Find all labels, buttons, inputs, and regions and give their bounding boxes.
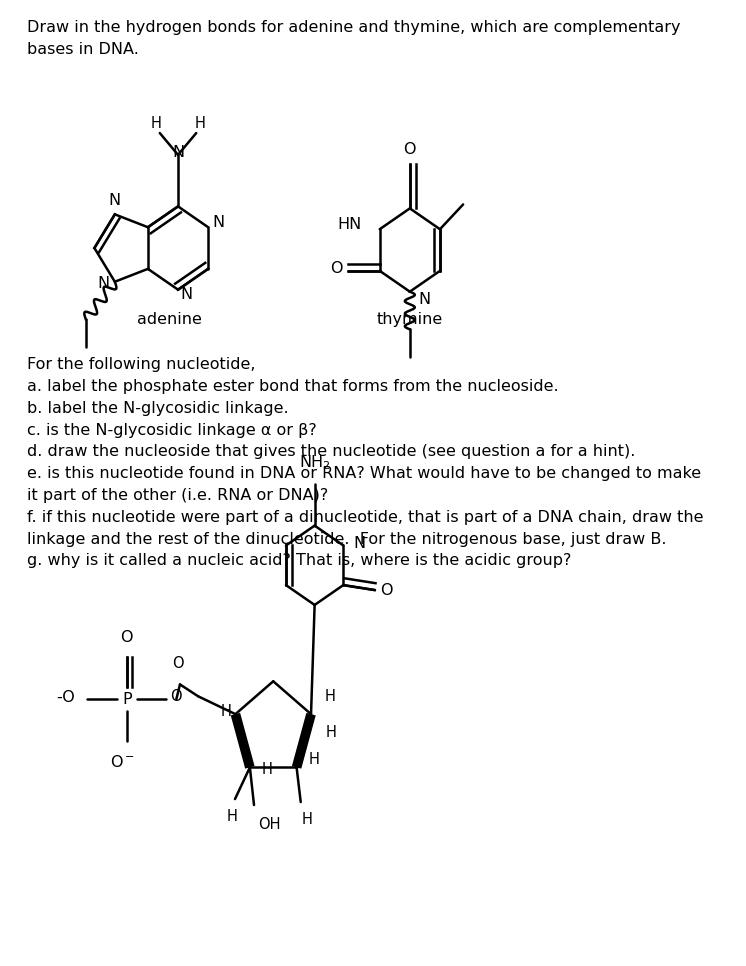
Text: N: N: [97, 276, 110, 291]
Text: H: H: [220, 704, 231, 720]
Text: f. if this nucleotide were part of a dinucleotide, that is part of a DNA chain, : f. if this nucleotide were part of a din…: [28, 510, 703, 525]
Text: O: O: [404, 142, 416, 157]
Text: a. label the phosphate ester bond that forms from the nucleoside.: a. label the phosphate ester bond that f…: [28, 379, 559, 394]
Text: c. is the N-glycosidic linkage α or β?: c. is the N-glycosidic linkage α or β?: [28, 422, 317, 438]
Text: H: H: [226, 809, 237, 824]
Text: O: O: [170, 689, 181, 703]
Text: -O: -O: [57, 690, 75, 704]
Text: Draw in the hydrogen bonds for adenine and thymine, which are complementary
base: Draw in the hydrogen bonds for adenine a…: [28, 20, 681, 57]
Text: d. draw the nucleoside that gives the nucleotide (see question a for a hint).: d. draw the nucleoside that gives the nu…: [28, 444, 636, 460]
Text: O: O: [172, 656, 184, 670]
Text: H: H: [325, 690, 335, 704]
Text: O$^-$: O$^-$: [110, 753, 135, 770]
Text: thymine: thymine: [377, 312, 443, 327]
Text: H: H: [150, 116, 161, 130]
Text: H: H: [308, 752, 319, 767]
Text: O: O: [380, 582, 392, 598]
Text: g. why is it called a nucleic acid? That is, where is the acidic group?: g. why is it called a nucleic acid? That…: [28, 554, 571, 568]
Text: NH$_2$: NH$_2$: [299, 453, 330, 472]
Text: N: N: [418, 292, 430, 307]
Text: linkage and the rest of the dinucleotide.  For the nitrogenous base, just draw B: linkage and the rest of the dinucleotide…: [28, 531, 667, 547]
Text: O: O: [330, 262, 343, 276]
Text: N: N: [172, 145, 184, 160]
Text: N: N: [109, 193, 121, 208]
Text: adenine: adenine: [137, 312, 202, 327]
Text: N: N: [181, 287, 192, 302]
Text: O: O: [120, 630, 133, 644]
Text: OH: OH: [258, 817, 280, 832]
Text: N: N: [212, 214, 224, 230]
Text: it part of the other (i.e. RNA or DNA)?: it part of the other (i.e. RNA or DNA)?: [28, 488, 328, 503]
Text: N: N: [354, 536, 366, 551]
Text: P: P: [122, 692, 131, 706]
Text: H: H: [195, 116, 206, 130]
Text: H: H: [326, 724, 336, 740]
Text: HN: HN: [337, 216, 362, 232]
Text: For the following nucleotide,: For the following nucleotide,: [28, 357, 256, 372]
Text: H: H: [261, 762, 272, 778]
Text: b. label the N-glycosidic linkage.: b. label the N-glycosidic linkage.: [28, 401, 289, 415]
Text: H: H: [302, 812, 313, 827]
Text: e. is this nucleotide found in DNA or RNA? What would have to be changed to make: e. is this nucleotide found in DNA or RN…: [28, 467, 701, 481]
